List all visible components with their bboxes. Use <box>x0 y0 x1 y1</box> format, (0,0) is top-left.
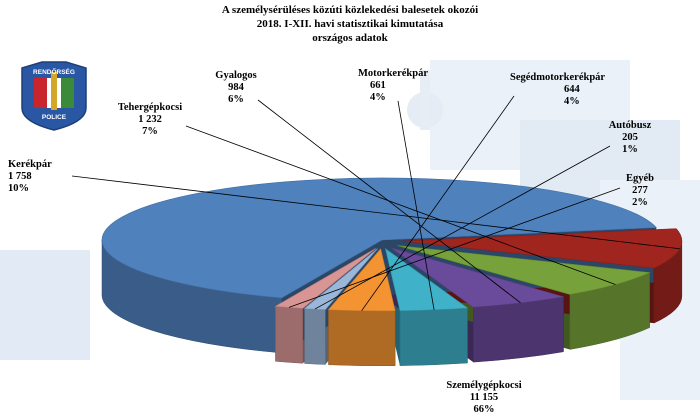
label-szemelygepkocsi: Személygépkocsi 11 155 66% <box>446 380 521 415</box>
label-gyalogos: Gyalogos 984 6% <box>215 70 256 105</box>
label-value: 11 155 <box>470 392 498 403</box>
leader-line-7 <box>288 187 621 308</box>
pie-side-6 <box>304 308 326 365</box>
label-percent: 6% <box>228 94 244 105</box>
label-value: 1 232 <box>138 114 162 125</box>
label-value: 644 <box>564 84 581 95</box>
pie-slice-egyeb <box>274 248 376 309</box>
label-name: Egyéb <box>626 173 654 184</box>
label-percent: 1% <box>622 144 638 155</box>
pie-side-4 <box>399 307 468 366</box>
label-percent: 4% <box>564 96 580 107</box>
leader-line-1 <box>71 175 680 250</box>
pie-slice-autobusz <box>303 248 378 310</box>
label-tehergepkocsi: Tehergépkocsi 1 232 7% <box>118 102 182 137</box>
pie-side-7 <box>275 306 304 364</box>
label-kerekpar: Kerékpár 1 758 10% <box>8 159 52 194</box>
label-name: Tehergépkocsi <box>118 102 182 113</box>
leader-line-4 <box>397 100 435 310</box>
leader-line-2 <box>185 125 616 285</box>
label-value: 661 <box>370 80 386 91</box>
label-percent: 66% <box>474 404 495 415</box>
leader-line-3 <box>257 99 521 304</box>
pie-tops <box>101 177 683 312</box>
chart-title: A személysérüléses közúti közlekedési ba… <box>222 4 478 44</box>
slice-labels: Személygépkocsi 11 155 66% Kerékpár 1 75… <box>8 68 654 415</box>
label-name: Kerékpár <box>8 159 52 170</box>
police-logo: RENDŐRSÉG POLICE <box>21 61 87 131</box>
pie-side-3 <box>472 296 564 363</box>
label-value: 277 <box>632 185 648 196</box>
title-line-1: A személysérüléses közúti közlekedési ba… <box>222 4 478 16</box>
background-illustration <box>0 60 700 400</box>
crest-icon <box>51 72 57 110</box>
label-segedmotorkerekpar: Segédmotorkerékpár 644 4% <box>510 72 605 107</box>
label-name: Személygépkocsi <box>446 380 521 391</box>
label-name: Segédmotorkerékpár <box>510 72 605 83</box>
label-percent: 10% <box>8 183 29 194</box>
leader-lines <box>71 95 680 311</box>
label-egyeb: Egyéb 277 2% <box>626 173 654 208</box>
title-line-2: 2018. I-XII. havi statisztikai kimutatás… <box>257 18 444 30</box>
label-name: Motorkerékpár <box>358 68 428 79</box>
logo-top-text: RENDŐRSÉG <box>33 67 75 76</box>
pie-slice-gyalogos <box>391 247 564 308</box>
logo-bottom-text: POLICE <box>42 114 67 121</box>
pie-side-5 <box>328 309 396 367</box>
label-value: 205 <box>622 132 638 143</box>
label-percent: 2% <box>632 197 648 208</box>
label-motorkerekpar: Motorkerékpár 661 4% <box>358 68 428 103</box>
label-value: 1 758 <box>8 171 32 182</box>
pie-slice-szemelygepkocsi <box>101 177 657 299</box>
title-line-3: országos adatok <box>312 32 388 44</box>
label-autobusz: Autóbusz 205 1% <box>609 120 652 155</box>
leader-line-6 <box>314 145 611 310</box>
label-percent: 4% <box>370 92 386 103</box>
leader-line-5 <box>361 95 515 311</box>
label-percent: 7% <box>142 126 158 137</box>
label-value: 984 <box>228 82 245 93</box>
label-name: Autóbusz <box>609 120 652 131</box>
label-name: Gyalogos <box>215 70 256 81</box>
